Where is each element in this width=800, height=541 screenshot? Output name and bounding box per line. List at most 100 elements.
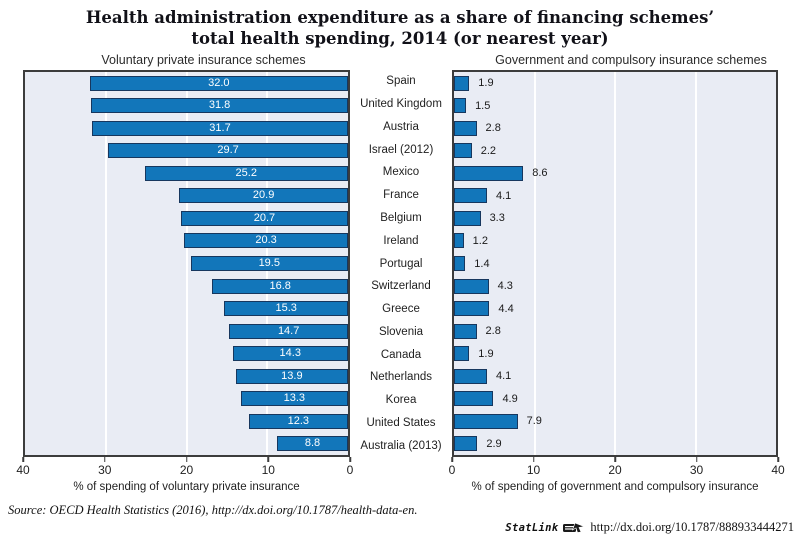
gridline bbox=[614, 72, 616, 455]
axis-tick-mark bbox=[695, 457, 698, 462]
voluntary-insurance-bar: 29.7 bbox=[108, 143, 348, 159]
voluntary-insurance-bar: 32.0 bbox=[89, 75, 348, 91]
government-insurance-bar bbox=[454, 120, 477, 136]
left-axis-tick-marks bbox=[22, 457, 351, 463]
statlink-url-link[interactable]: http://dx.doi.org/10.1787/888933444271 bbox=[590, 520, 794, 534]
axis-tick-label: 0 bbox=[448, 463, 456, 477]
government-insurance-bar bbox=[454, 278, 489, 294]
bar-value-label: 20.9 bbox=[252, 189, 275, 202]
source-url-link[interactable]: http://dx.doi.org/10.1787/health-data-en… bbox=[211, 503, 418, 517]
bar-value-label: 13.3 bbox=[283, 392, 306, 405]
government-bar-row: 2.2 bbox=[454, 140, 776, 163]
bar-value-label: 7.9 bbox=[526, 415, 542, 428]
government-bar-row: 1.4 bbox=[454, 252, 776, 275]
government-bar-row: 2.9 bbox=[454, 433, 776, 456]
bar-value-label: 16.8 bbox=[269, 279, 291, 292]
axis-tick-mark bbox=[532, 457, 535, 462]
left-axis-tick-labels: 40 30 20 10 0 bbox=[16, 463, 353, 477]
bar-value-label: 4.4 bbox=[498, 302, 514, 315]
country-label: France bbox=[383, 189, 419, 202]
axis-tick-mark bbox=[104, 457, 106, 462]
axis-tick-label: 20 bbox=[608, 463, 622, 477]
axis-tick-mark bbox=[185, 457, 188, 462]
bar-value-label: 8.6 bbox=[532, 167, 548, 180]
government-insurance-bar bbox=[454, 210, 481, 226]
right-bar-rows: 1.9 1.5 2.8 2.2 8.6 4.1 3.3 1.2 1.4 4.3 4.4 2.8 1.9 4… bbox=[454, 72, 776, 455]
voluntary-insurance-bar: 20.7 bbox=[180, 210, 348, 226]
government-insurance-bar bbox=[454, 98, 467, 114]
bar-value-label: 29.7 bbox=[217, 144, 239, 157]
government-insurance-bar bbox=[454, 301, 490, 317]
axis-tick-mark bbox=[349, 457, 351, 462]
bar-value-label: 2.8 bbox=[485, 122, 501, 135]
country-labels-column: Spain United Kingdom Austria Israel (2012) M… bbox=[350, 70, 452, 457]
voluntary-insurance-bar: 31.8 bbox=[91, 98, 348, 114]
chart-title-line1: Health administration expenditure as a s… bbox=[85, 8, 715, 27]
government-bar-row: 4.9 bbox=[454, 387, 776, 410]
government-bar-row: 3.3 bbox=[454, 207, 776, 230]
axis-tick-label: 20 bbox=[179, 463, 194, 477]
country-label: Portugal bbox=[379, 257, 423, 270]
bar-value-label: 2.2 bbox=[480, 144, 496, 157]
bar-value-label: 32.0 bbox=[208, 76, 230, 89]
voluntary-bar-row: 32.0 bbox=[25, 72, 348, 95]
country-label: Korea bbox=[385, 394, 417, 407]
government-insurance-bar bbox=[454, 436, 478, 452]
country-label: United States bbox=[366, 416, 436, 429]
voluntary-bar-row: 20.3 bbox=[25, 230, 348, 253]
right-axis-tick-labels: 0 10 20 30 40 bbox=[448, 463, 785, 477]
voluntary-bar-row: 13.3 bbox=[25, 387, 348, 410]
left-bar-rows: 32.0 31.8 31.7 29.7 25.2 20.9 20.7 20.3 19.5 16.8… bbox=[25, 72, 348, 455]
left-panel-header: Voluntary private insurance schemes bbox=[101, 53, 306, 67]
government-bar-row: 1.2 bbox=[454, 230, 776, 253]
voluntary-bar-row: 20.9 bbox=[25, 185, 348, 208]
bar-value-label: 25.2 bbox=[235, 166, 257, 179]
country-label: Ireland bbox=[383, 234, 419, 247]
axis-tick-label: 30 bbox=[689, 463, 704, 477]
voluntary-bar-row: 14.3 bbox=[25, 342, 348, 365]
chart-title: Health administration expenditure as a s… bbox=[0, 7, 800, 49]
voluntary-bar-row: 13.9 bbox=[25, 365, 348, 388]
bar-value-label: 2.9 bbox=[486, 437, 502, 450]
bar-value-label: 31.7 bbox=[209, 121, 231, 134]
voluntary-bar-row: 20.7 bbox=[25, 207, 348, 230]
voluntary-bar-row: 19.5 bbox=[25, 252, 348, 275]
voluntary-insurance-bar: 25.2 bbox=[144, 165, 348, 181]
voluntary-insurance-bar: 14.3 bbox=[232, 346, 348, 362]
bar-value-label: 1.2 bbox=[472, 234, 488, 247]
country-label: Mexico bbox=[382, 166, 420, 179]
bar-value-label: 8.8 bbox=[304, 437, 321, 450]
bar-value-label: 13.9 bbox=[281, 369, 303, 382]
left-axis-caption: % of spending of voluntary private insur… bbox=[73, 481, 300, 493]
gridline bbox=[533, 72, 536, 455]
bar-value-label: 4.1 bbox=[496, 370, 512, 383]
country-label: United Kingdom bbox=[360, 98, 442, 111]
government-insurance-bar bbox=[454, 75, 470, 91]
bar-value-label: 1.5 bbox=[475, 99, 491, 112]
statlink: StatLink http://dx.doi.org/10.1787/88893… bbox=[505, 520, 794, 535]
axis-tick-label: 10 bbox=[526, 463, 541, 477]
government-bar-row: 8.6 bbox=[454, 162, 776, 185]
voluntary-bar-row: 12.3 bbox=[25, 410, 348, 433]
voluntary-bar-row: 31.8 bbox=[25, 95, 348, 118]
voluntary-bar-row: 29.7 bbox=[25, 140, 348, 163]
government-bar-row: 4.3 bbox=[454, 275, 776, 298]
government-insurance-bar bbox=[454, 346, 470, 362]
bar-value-label: 3.3 bbox=[489, 212, 505, 225]
gridline bbox=[694, 72, 697, 455]
voluntary-insurance-bar: 13.3 bbox=[240, 391, 348, 407]
right-axis-tick-marks bbox=[451, 457, 779, 463]
axis-tick-label: 10 bbox=[261, 463, 275, 477]
axis-tick-label: 40 bbox=[16, 463, 30, 477]
country-label: Greece bbox=[382, 303, 420, 316]
axis-tick-mark bbox=[22, 457, 24, 462]
voluntary-insurance-bar: 20.3 bbox=[184, 233, 348, 249]
bar-value-label: 4.1 bbox=[496, 189, 512, 202]
bar-value-label: 12.3 bbox=[287, 414, 310, 427]
axis-tick-mark bbox=[614, 457, 616, 462]
bar-value-label: 1.9 bbox=[478, 77, 494, 90]
government-bar-row: 1.9 bbox=[454, 72, 776, 95]
axis-tick-label: 0 bbox=[346, 463, 354, 477]
government-insurance-bar bbox=[454, 256, 466, 272]
bar-value-label: 4.9 bbox=[502, 392, 518, 405]
